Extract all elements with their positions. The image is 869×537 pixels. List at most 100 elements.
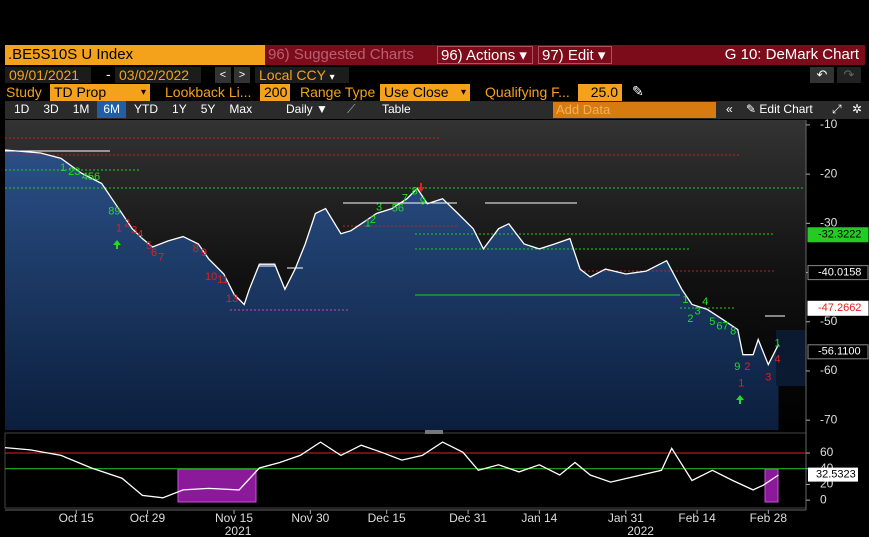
period-button[interactable]: 6M <box>97 101 127 118</box>
td-count: 8 <box>193 243 199 255</box>
menu-item[interactable]: 96) Actions ▾ <box>437 46 533 64</box>
x-tick-label: Dec 31 <box>449 511 487 525</box>
currency[interactable]: Local CCY ▾ <box>255 67 349 83</box>
period-button[interactable]: Max <box>229 102 253 116</box>
period-button[interactable]: 1Y <box>172 102 187 116</box>
x-tick-label: Feb 14 <box>678 511 716 525</box>
x-tick-label: Jan 14 <box>521 511 557 525</box>
qualifying-field[interactable]: 25.0 <box>578 84 622 101</box>
price-area <box>5 150 779 430</box>
period-button[interactable]: YTD <box>134 102 159 116</box>
y-tick-label: 60 <box>820 445 834 459</box>
price-tag <box>807 265 869 281</box>
prev-button[interactable]: < <box>215 67 231 83</box>
menu-item[interactable]: 97) Edit ▾ <box>538 46 612 64</box>
td-count: 3 <box>765 372 771 384</box>
y-tick-label: -70 <box>820 412 838 426</box>
td-count: 13 <box>226 293 238 305</box>
x-tick-label: Nov 30 <box>291 511 329 525</box>
td-count: 8 <box>730 325 736 337</box>
year-label: 2022 <box>627 524 654 537</box>
y-tick-label: -10 <box>820 117 838 131</box>
td-count: 1 <box>365 218 371 230</box>
price-tag-label: -40.0158 <box>818 267 861 279</box>
y-tick-label: -30 <box>820 216 838 230</box>
menu-text: 97) Edit <box>542 47 594 64</box>
x-tick-label: Dec 15 <box>368 511 406 525</box>
indicator-zone <box>177 468 257 503</box>
line <box>4 441 779 499</box>
lookback-label: Lookback Li... <box>165 84 252 100</box>
chart-style[interactable]: ⟋ <box>347 102 356 116</box>
td-count: 1 <box>774 337 780 349</box>
td-count: 3 <box>695 305 701 317</box>
td-count: 3 <box>376 201 382 213</box>
redo-button[interactable]: ↷ <box>837 67 861 83</box>
edit-chart-button[interactable]: ✎ Edit Chart <box>746 102 813 116</box>
td-count: 2 <box>687 313 693 325</box>
value-tag <box>808 467 858 482</box>
range-label: Range Type <box>300 84 376 100</box>
end-date[interactable]: 03/02/2022 <box>115 67 201 83</box>
period-button[interactable]: 3D <box>43 102 59 116</box>
td-count: 1 <box>738 378 744 390</box>
currency-text: Local CCY <box>259 67 326 83</box>
indicator-zone <box>764 468 779 503</box>
table-button[interactable]: Table <box>382 102 411 116</box>
menu-item[interactable]: 96) Suggested Charts <box>268 46 414 63</box>
y-tick-label: 0 <box>820 492 827 506</box>
add-data-input[interactable]: Add Data <box>553 102 716 118</box>
td-count: 1 <box>682 294 688 306</box>
td-count: 4 <box>774 354 780 366</box>
td-count: 23 <box>68 166 80 178</box>
resize-button[interactable]: ⤢ <box>832 102 842 116</box>
td-count: 2 <box>370 214 376 226</box>
range-select[interactable]: Use Close ▾ <box>380 84 470 101</box>
buy-arrow <box>113 240 121 249</box>
start-date[interactable]: 09/01/2021 <box>5 67 91 83</box>
year-label: 2021 <box>225 524 252 537</box>
td-count: 2 <box>124 218 130 230</box>
qualifying-label: Qualifying F... <box>485 84 570 100</box>
td-count: 5 <box>709 316 715 328</box>
sell-arrow <box>417 183 425 192</box>
ticker[interactable]: .BE5S10S U Index <box>5 45 265 65</box>
price-tag-label: -32.3222 <box>818 229 861 241</box>
x-tick-label: Jan 31 <box>608 511 644 525</box>
y-tick-label: -60 <box>820 363 838 377</box>
collapse-button[interactable]: « <box>726 102 733 116</box>
dash: - <box>106 66 111 82</box>
td-count: 9 <box>420 196 426 208</box>
edit-icon[interactable]: ✎ <box>632 83 644 99</box>
td-count: 67 <box>716 321 728 333</box>
study-value: TD Prop <box>54 84 107 100</box>
buy-arrow <box>736 395 744 404</box>
page-title: G 10: DeMark Chart <box>724 46 859 63</box>
study-select[interactable]: TD Prop ▾ <box>50 84 150 101</box>
td-count: 10 <box>205 271 217 283</box>
td-count: 1 <box>116 223 122 235</box>
td-count: 6 <box>151 247 157 259</box>
frequency-select[interactable]: Daily ▼ <box>286 102 328 116</box>
lookback-field[interactable]: 200 <box>260 84 290 101</box>
price-tag-label: -47.2662 <box>818 302 861 314</box>
indicator-background <box>4 432 807 509</box>
td-count: 456 <box>82 171 100 183</box>
td-count: 9 <box>734 361 740 373</box>
value-tag-label: 32.5323 <box>816 469 856 481</box>
td-count: 7 <box>158 252 164 264</box>
splitter[interactable] <box>425 430 443 434</box>
period-button[interactable]: 1D <box>14 102 30 116</box>
undo-button[interactable]: ↶ <box>810 67 834 83</box>
td-count: 56 <box>392 202 404 214</box>
price-tag-label: -56.1100 <box>818 346 861 358</box>
x-tick-label: Oct 29 <box>130 511 166 525</box>
settings-button[interactable]: ✲ <box>852 102 863 116</box>
next-button[interactable]: > <box>234 67 250 83</box>
edit-chart-text: Edit Chart <box>759 102 813 116</box>
period-button[interactable]: 5Y <box>200 102 216 116</box>
period-group: 1D 3D 1M 6M YTD 1Y 5Y Max <box>8 101 258 119</box>
period-button[interactable]: 1M <box>72 102 90 116</box>
